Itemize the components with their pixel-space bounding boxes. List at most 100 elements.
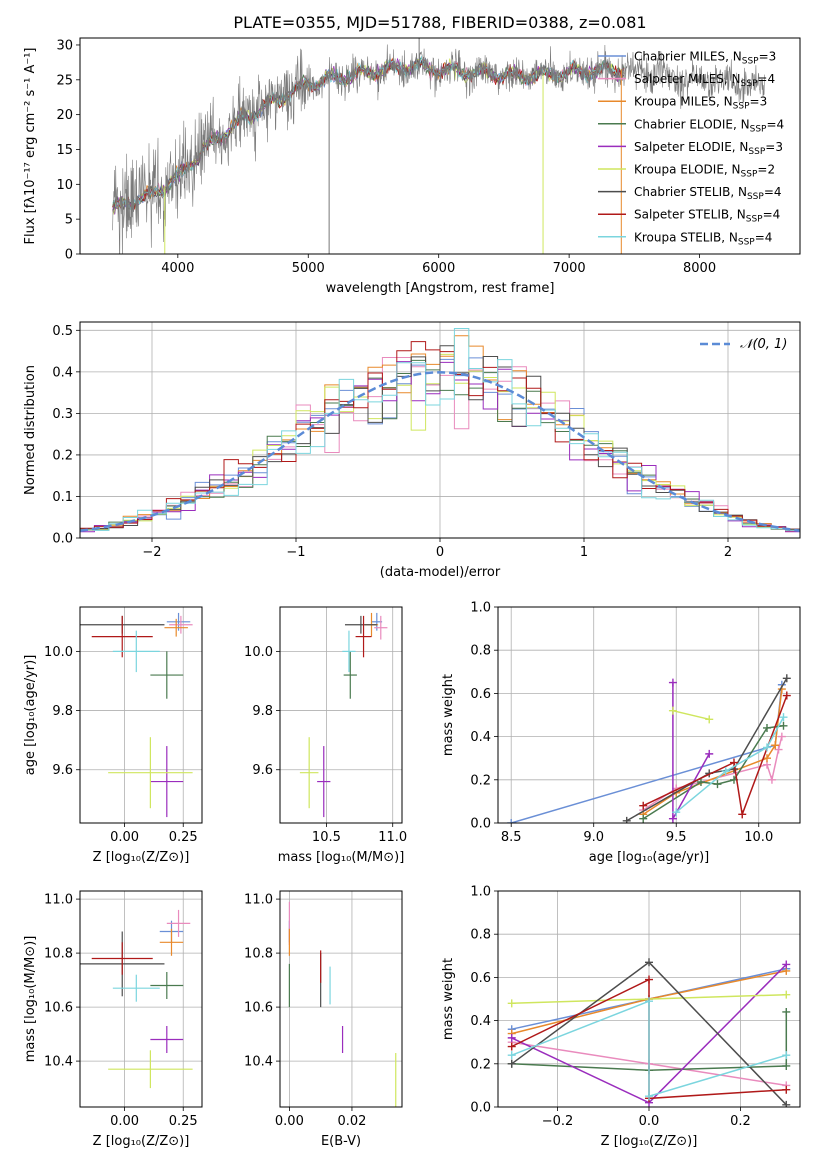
weight-point <box>507 1042 516 1051</box>
weight-point <box>705 749 714 758</box>
y-tick-label: 10.6 <box>244 1001 273 1016</box>
x-tick-label: 4000 <box>161 261 194 276</box>
weight-point <box>645 958 653 967</box>
weight-point <box>622 816 631 823</box>
errorbar-marks <box>80 909 193 1089</box>
legend-subscript: SSP <box>747 192 764 202</box>
spectrum-legend: Chabrier MILES, NSSP=3 Salpeter MILES, NS… <box>598 50 784 247</box>
figure-title: PLATE=0355, MJD=51788, FIBERID=0388, z=0… <box>233 13 646 32</box>
x-tick-label: 9.0 <box>583 830 604 845</box>
legend-subscript: SSP <box>742 57 759 67</box>
y-tick-label: 1.0 <box>470 885 491 900</box>
weight-series <box>642 695 788 818</box>
y-tick-label: 0.8 <box>470 644 491 659</box>
axes-frame <box>79 606 203 824</box>
x-tick-label: 0.00 <box>275 1114 304 1129</box>
axes-frame <box>79 321 801 539</box>
x-tick-label: 0.02 <box>337 1114 366 1129</box>
weight-point <box>762 743 771 752</box>
y-tick-label: 10.8 <box>44 947 73 962</box>
legend-subscript: SSP <box>746 215 763 225</box>
y-tick-label: 0.6 <box>470 971 491 986</box>
weight-series <box>672 709 710 721</box>
axes-frame <box>279 606 403 824</box>
errorbar-marks <box>288 901 397 1107</box>
x-axis-label: Z [log₁₀(Z/Z⊙)] <box>601 1134 698 1149</box>
y-tick-label: 10.6 <box>44 1001 73 1016</box>
axes-frame <box>79 37 801 255</box>
weight-point <box>779 721 788 730</box>
y-tick-label: 0 <box>65 248 73 263</box>
x-tick-label: 1 <box>580 545 588 560</box>
errorbar-marks <box>299 612 388 818</box>
normal-reference-curve <box>80 371 800 532</box>
y-tick-label: 11.0 <box>244 893 273 908</box>
weight-point <box>771 741 780 750</box>
y-tick-label: 9.8 <box>52 704 73 719</box>
legend-entry: Kroupa MILES, NSSP=3 <box>634 95 767 112</box>
y-tick-label: 10.0 <box>244 645 273 660</box>
axes-frame <box>279 890 403 1108</box>
y-tick-label: 0.8 <box>470 928 491 943</box>
weight-point <box>782 674 791 683</box>
y-tick-label: 0.0 <box>470 817 491 832</box>
weight-vs-Z-panel: −0.2 0.0 0.2 0.0 0.2 0.4 0.6 0.8 1.0 Z [log₁₀(Z/Z… <box>441 885 801 1149</box>
weight-point <box>782 990 791 999</box>
axes-frame <box>79 890 203 1108</box>
weight-point <box>782 1100 791 1107</box>
y-tick-label: 15 <box>56 143 73 158</box>
weight-point <box>672 808 681 817</box>
legend-entry: Salpeter STELIB, NSSP=4 <box>634 208 780 225</box>
x-tick-label: 0.25 <box>169 1114 198 1129</box>
legend-nssp: =4 <box>764 185 782 199</box>
weight-lines <box>507 958 791 1107</box>
weight-point <box>782 960 791 969</box>
x-axis-label: Z [log₁₀(Z/Z⊙)] <box>93 1134 190 1149</box>
weight-series <box>626 677 788 822</box>
weight-point <box>507 1033 516 1042</box>
mass-vs-ebv-panel: 0.00 0.02 10.4 10.6 10.8 11.0 E(B-V) <box>244 890 403 1149</box>
weight-point <box>696 777 705 786</box>
legend-nssp: =4 <box>757 72 775 86</box>
age-vs-Z-panel: 0.00 0.25 9.6 9.8 10.0 Z [log₁₀(Z/Z⊙)] age [lo… <box>23 606 203 865</box>
weight-point <box>774 745 783 754</box>
legend-entry: Kroupa ELODIE, NSSP=2 <box>634 163 775 180</box>
axes-frame <box>497 606 801 824</box>
x-tick-label: 8000 <box>683 261 716 276</box>
spectrum-panel: 4000 5000 6000 7000 8000 0 5 10 15 20 25 30 waveleng… <box>23 37 801 296</box>
weight-vs-age-panel: 8.5 9.0 9.5 10.0 0.0 0.2 0.4 0.6 0.8 1.0 age [log₁… <box>441 601 801 865</box>
histogram-series <box>80 328 800 533</box>
age-vs-mass-panel: 10.5 11.0 9.6 9.8 10.0 mass [log₁₀(M/M⊙)] <box>244 606 407 865</box>
weight-point <box>507 1059 516 1068</box>
legend-entry: Kroupa STELIB, NSSP=4 <box>634 230 772 247</box>
y-tick-label: 0.2 <box>52 448 73 463</box>
weight-point <box>767 775 776 784</box>
y-tick-label: 0.1 <box>52 490 73 505</box>
y-axis-label: mass weight <box>441 674 456 756</box>
weight-point <box>782 691 791 700</box>
x-tick-label: 0.0 <box>639 1114 660 1129</box>
y-tick-label: 20 <box>56 108 73 123</box>
x-tick-label: 11.0 <box>378 830 407 845</box>
y-tick-label: 25 <box>56 73 73 88</box>
legend-subscript: SSP <box>741 79 758 89</box>
y-tick-label: 9.6 <box>252 763 273 778</box>
y-tick-label: 0.6 <box>470 687 491 702</box>
x-axis-label: (data-model)/error <box>380 565 501 580</box>
x-tick-label: −0.2 <box>542 1114 574 1129</box>
spectrum-model-line <box>112 56 625 211</box>
legend-subscript: SSP <box>733 102 750 112</box>
y-tick-label: 10.8 <box>244 947 273 962</box>
weight-point <box>639 814 648 823</box>
legend-entry: Chabrier MILES, NSSP=3 <box>634 50 776 67</box>
x-tick-label: 9.5 <box>666 830 687 845</box>
x-tick-label: −1 <box>286 545 305 560</box>
legend-nssp: =3 <box>765 140 783 154</box>
legend-subscript: SSP <box>741 170 758 180</box>
weight-point <box>645 1092 653 1101</box>
weight-point <box>762 723 771 732</box>
legend-nssp: =3 <box>759 50 777 64</box>
legend-subscript: SSP <box>748 147 765 157</box>
weight-series <box>675 716 785 813</box>
